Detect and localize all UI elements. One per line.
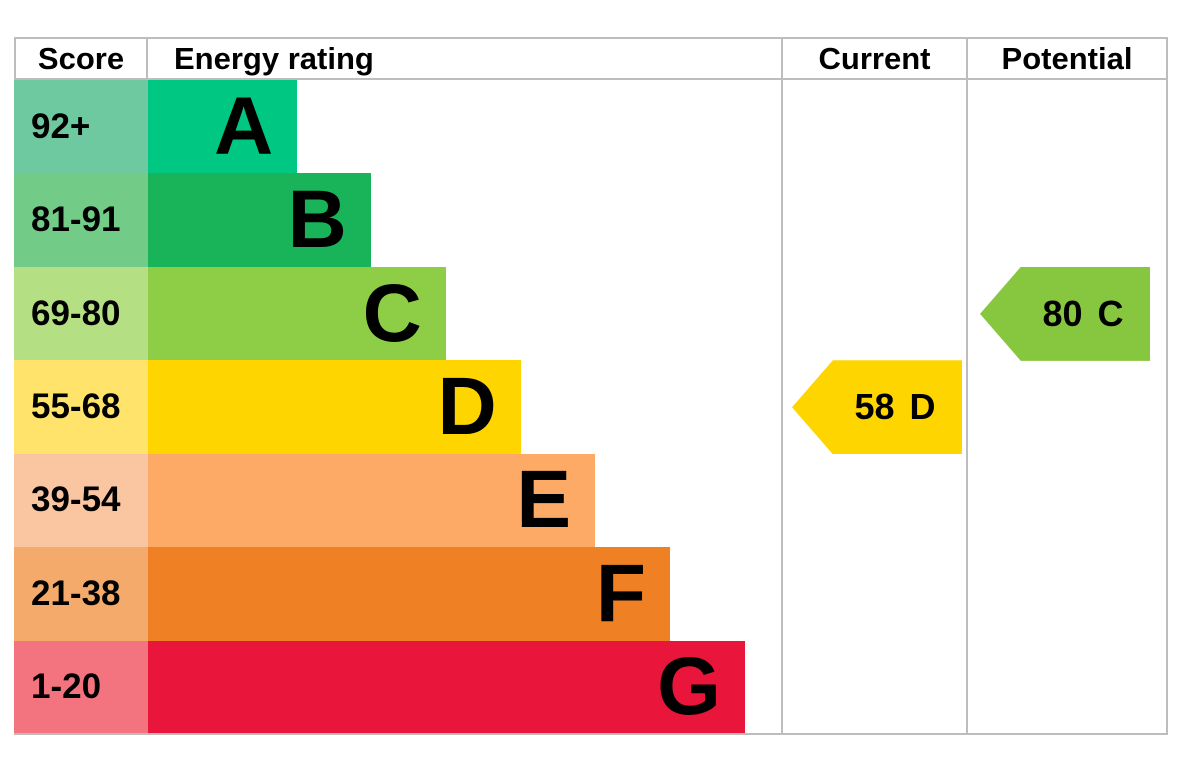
- current-column-divider: [781, 80, 783, 735]
- band-bar-letter: E: [148, 453, 596, 548]
- band-bar-letter: C: [148, 266, 446, 361]
- band-row-a: 92+ A: [14, 80, 783, 174]
- band-row-g: 1-20 G: [14, 640, 783, 734]
- table-bottom-border: [14, 733, 1168, 735]
- current-rating-band: D: [909, 386, 936, 428]
- band-row-e: 39-54 E: [14, 453, 783, 548]
- band-row-f: 21-38 F: [14, 547, 783, 641]
- potential-rating-value: 80: [1042, 292, 1083, 334]
- potential-column-divider: [966, 80, 968, 735]
- band-score-range: 1-20: [14, 640, 148, 734]
- current-column-header: Current: [783, 37, 968, 80]
- band-bar-letter: F: [148, 547, 670, 641]
- band-score-range: 69-80: [14, 266, 148, 361]
- current-rating-arrow: 58 D: [792, 360, 962, 455]
- band-row-b: 81-91 B: [14, 173, 783, 267]
- table-right-border: [1166, 80, 1168, 735]
- epc-rating-chart: Score Energy rating Current Potential 92…: [14, 37, 1168, 735]
- band-score-range: 21-38: [14, 547, 148, 641]
- band-rows: 92+ A 81-91 B 69-80 C 55-68 D 39-54 E 21-38 F 1-20 G: [14, 80, 783, 734]
- header-row: Score Energy rating Current Potential: [14, 37, 1168, 80]
- band-score-range: 55-68: [14, 360, 148, 454]
- band-bar-letter: B: [148, 173, 371, 267]
- band-score-range: 92+: [14, 80, 148, 174]
- band-bar-letter: G: [148, 640, 745, 734]
- potential-column-header: Potential: [968, 37, 1168, 80]
- potential-rating-arrow: 80 C: [980, 266, 1150, 361]
- current-rating-value: 58: [854, 386, 895, 428]
- band-row-c: 69-80 C: [14, 266, 783, 361]
- score-column-header: Score: [14, 37, 148, 80]
- band-score-range: 81-91: [14, 173, 148, 267]
- energy-rating-column-header: Energy rating: [148, 37, 783, 80]
- band-score-range: 39-54: [14, 453, 148, 548]
- band-bar-letter: A: [148, 80, 298, 174]
- band-bar-letter: D: [148, 360, 521, 454]
- band-row-d: 55-68 D: [14, 360, 783, 454]
- potential-rating-band: C: [1097, 292, 1124, 334]
